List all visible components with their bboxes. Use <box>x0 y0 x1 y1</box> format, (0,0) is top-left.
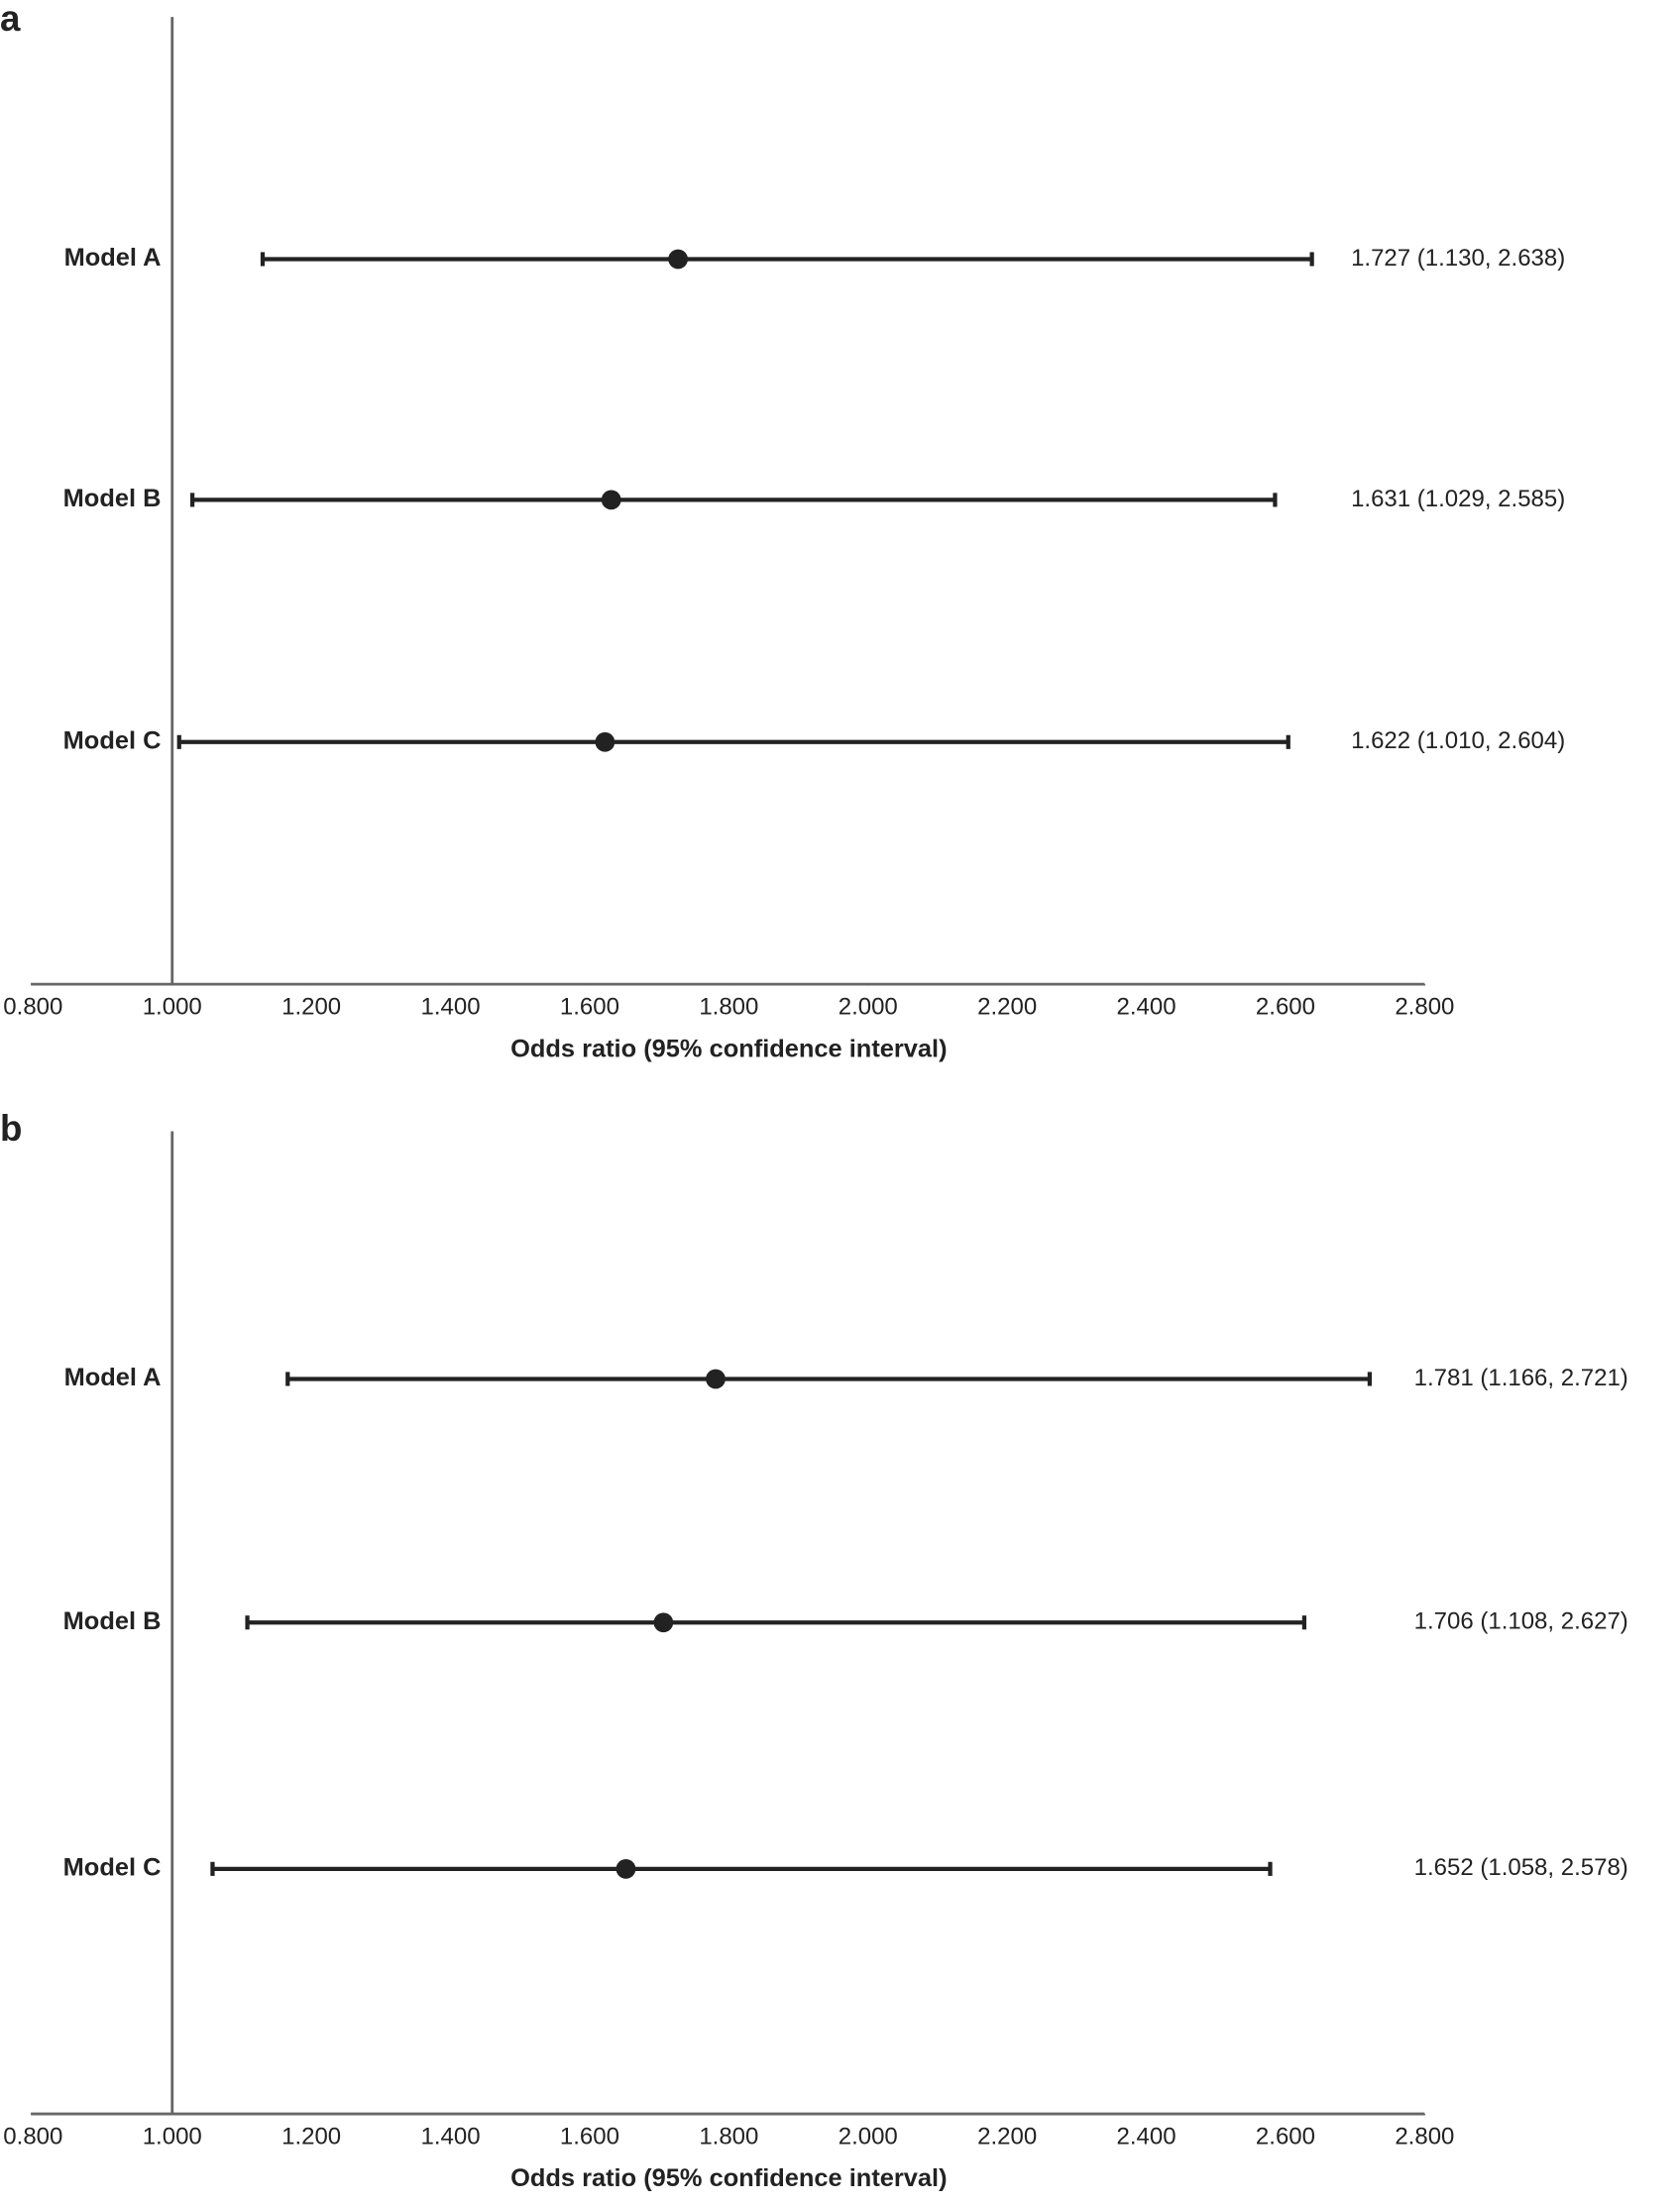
x-tick-label: 2.000 <box>839 2123 898 2150</box>
x-tick-label: 1.000 <box>143 994 202 1021</box>
value-label: 1.706 (1.108, 2.627) <box>1414 1608 1628 1635</box>
x-tick-label: 1.600 <box>560 994 619 1021</box>
point-estimate <box>653 1612 674 1633</box>
x-tick-label: 1.800 <box>699 994 758 1021</box>
value-label: 1.781 (1.166, 2.721) <box>1414 1365 1628 1391</box>
x-tick-label: 2.800 <box>1395 2123 1454 2150</box>
x-tick-label: 2.400 <box>1117 2123 1176 2150</box>
value-label: 1.622 (1.010, 2.604) <box>1351 727 1565 754</box>
x-tick-label: 0.800 <box>3 2123 62 2150</box>
category-label: Model A <box>64 1364 162 1391</box>
x-tick-label: 2.200 <box>977 2123 1037 2150</box>
point-estimate <box>616 1858 636 1879</box>
x-axis-title: Odds ratio (95% confidence interval) <box>510 2164 947 2192</box>
point-estimate <box>706 1369 726 1389</box>
x-tick-label: 1.800 <box>699 2123 758 2150</box>
x-tick-label: 2.600 <box>1256 994 1315 1021</box>
x-tick-label: 1.400 <box>421 2123 481 2150</box>
x-tick-label: 2.400 <box>1117 994 1176 1021</box>
x-tick-label: 0.800 <box>3 994 62 1021</box>
panel-label: a <box>0 0 21 39</box>
panel-label: b <box>0 1108 22 1149</box>
x-tick-label: 1.200 <box>281 994 341 1021</box>
x-tick-label: 2.600 <box>1256 2123 1315 2150</box>
category-label: Model A <box>64 244 162 272</box>
category-label: Model B <box>63 1607 162 1635</box>
value-label: 1.631 (1.029, 2.585) <box>1351 486 1565 512</box>
point-estimate <box>668 249 688 270</box>
category-label: Model B <box>63 485 162 512</box>
point-estimate <box>601 490 621 510</box>
x-tick-label: 1.200 <box>281 2123 341 2150</box>
x-tick-label: 1.400 <box>421 994 481 1021</box>
x-tick-label: 2.000 <box>839 994 898 1021</box>
x-tick-label: 2.800 <box>1395 994 1454 1021</box>
value-label: 1.652 (1.058, 2.578) <box>1414 1854 1628 1881</box>
x-tick-label: 2.200 <box>977 994 1037 1021</box>
point-estimate <box>595 731 616 752</box>
x-axis-title: Odds ratio (95% confidence interval) <box>510 1035 947 1062</box>
category-label: Model C <box>63 727 162 755</box>
x-tick-label: 1.600 <box>560 2123 619 2150</box>
value-label: 1.727 (1.130, 2.638) <box>1351 245 1565 272</box>
x-tick-label: 1.000 <box>143 2123 202 2150</box>
category-label: Model C <box>63 1854 162 1882</box>
